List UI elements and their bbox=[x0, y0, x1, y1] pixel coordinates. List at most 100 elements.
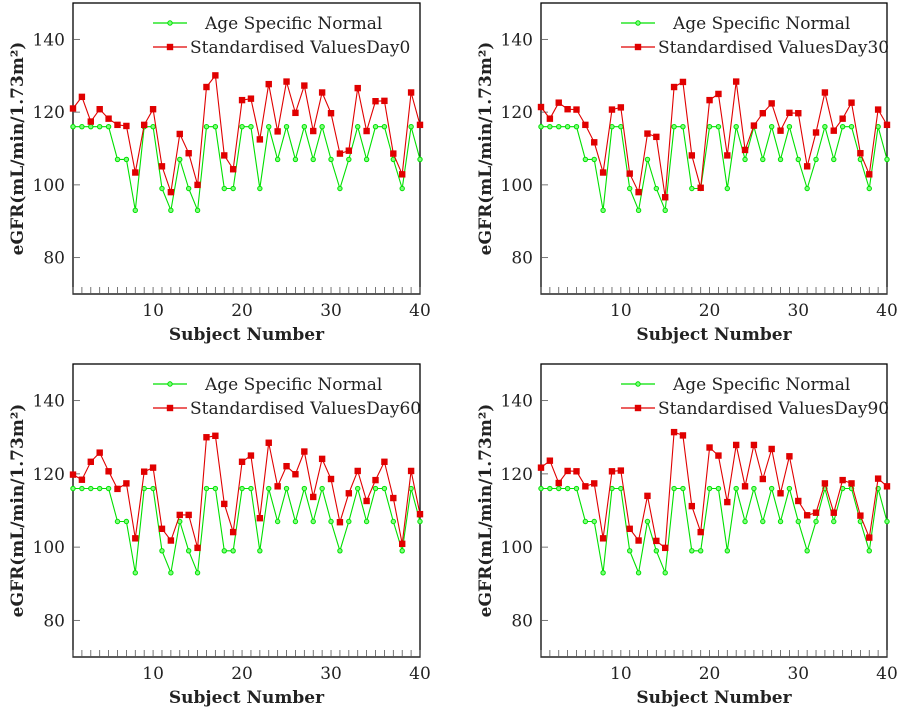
x-tick-label: 30 bbox=[787, 664, 809, 684]
x-tick-label: 10 bbox=[142, 301, 164, 321]
data-point bbox=[742, 156, 748, 163]
data-point bbox=[79, 123, 85, 130]
data-point bbox=[768, 100, 775, 107]
data-point bbox=[741, 146, 749, 154]
series-line bbox=[72, 73, 421, 193]
data-point bbox=[256, 514, 264, 522]
data-point bbox=[831, 518, 837, 525]
legend-label: Standardised ValuesDay90 bbox=[658, 399, 889, 419]
data-point bbox=[407, 467, 415, 475]
data-point bbox=[229, 166, 237, 173]
data-point bbox=[417, 156, 423, 163]
legend: Age Specific Normal Standardised ValuesDa… bbox=[621, 375, 889, 419]
data-point bbox=[185, 548, 192, 554]
data-point bbox=[884, 518, 890, 525]
data-point bbox=[248, 485, 254, 492]
data-point bbox=[221, 548, 227, 554]
legend-item: Age Specific Normal bbox=[153, 14, 382, 34]
data-point bbox=[283, 485, 290, 492]
x-tick-label: 40 bbox=[409, 301, 431, 321]
data-point bbox=[336, 150, 344, 157]
legend-item: Standardised ValuesDay90 bbox=[621, 399, 889, 419]
y-axis-title: eGFR(mL/min/1.73m²) bbox=[8, 42, 28, 256]
data-point bbox=[203, 485, 210, 492]
data-point bbox=[78, 93, 86, 101]
data-point bbox=[830, 509, 837, 516]
series-line bbox=[541, 486, 888, 575]
series-standardised-values bbox=[537, 428, 891, 552]
data-point bbox=[176, 511, 183, 519]
data-point bbox=[591, 156, 597, 163]
data-point bbox=[363, 497, 370, 505]
data-point bbox=[866, 185, 872, 192]
data-point bbox=[132, 570, 138, 576]
series-age-specific-normal bbox=[70, 123, 423, 214]
data-point bbox=[760, 156, 766, 163]
data-point bbox=[866, 171, 873, 178]
data-point bbox=[230, 185, 236, 192]
data-point bbox=[688, 152, 696, 159]
data-point bbox=[732, 441, 740, 449]
data-point bbox=[706, 96, 713, 104]
data-point bbox=[310, 127, 317, 135]
data-point bbox=[372, 98, 379, 105]
data-point bbox=[813, 518, 819, 525]
series-line bbox=[73, 124, 421, 213]
data-point bbox=[96, 123, 103, 130]
data-point bbox=[407, 89, 415, 96]
data-point bbox=[564, 485, 571, 492]
data-point bbox=[555, 99, 562, 106]
data-point bbox=[573, 485, 580, 492]
data-point bbox=[608, 106, 616, 113]
data-point bbox=[848, 480, 855, 487]
data-point bbox=[292, 109, 299, 117]
data-point bbox=[319, 485, 325, 492]
data-point bbox=[848, 123, 855, 130]
data-point bbox=[345, 490, 353, 497]
data-point bbox=[795, 518, 801, 525]
data-point bbox=[626, 525, 633, 533]
data-point bbox=[706, 444, 713, 451]
data-point bbox=[786, 485, 793, 492]
data-point bbox=[715, 123, 722, 130]
data-point bbox=[600, 570, 606, 576]
data-point bbox=[318, 89, 326, 96]
data-point bbox=[768, 123, 775, 130]
data-point bbox=[538, 123, 544, 130]
series-line bbox=[541, 124, 888, 213]
data-point bbox=[617, 104, 625, 111]
data-point bbox=[795, 497, 802, 505]
data-point bbox=[132, 207, 138, 214]
x-tick-label: 40 bbox=[876, 301, 898, 321]
data-point bbox=[537, 103, 545, 111]
data-point bbox=[96, 106, 103, 113]
x-tick-label: 20 bbox=[231, 664, 253, 684]
data-point bbox=[203, 434, 210, 441]
legend-marker-icon bbox=[634, 404, 642, 412]
legend-marker-icon bbox=[167, 20, 173, 26]
data-point bbox=[760, 518, 766, 525]
x-tick-label: 20 bbox=[699, 664, 721, 684]
chart-panel-1: 10 20 30 40 80 100 120 140 Subject Number eGFR(mL… bbox=[8, 2, 431, 345]
data-point bbox=[416, 510, 424, 518]
data-point bbox=[301, 485, 308, 492]
data-point bbox=[724, 498, 731, 506]
data-point bbox=[70, 485, 76, 492]
data-point bbox=[644, 156, 651, 163]
data-point bbox=[149, 464, 157, 471]
data-point bbox=[87, 118, 94, 125]
data-point bbox=[158, 525, 166, 533]
data-point bbox=[715, 452, 722, 459]
data-point bbox=[573, 468, 580, 475]
data-point bbox=[274, 518, 281, 525]
data-point bbox=[176, 130, 183, 138]
data-point bbox=[591, 139, 598, 146]
series-standardised-values bbox=[69, 432, 424, 552]
y-tick-label: 140 bbox=[501, 30, 533, 50]
data-point bbox=[114, 121, 121, 129]
x-tick-label: 10 bbox=[142, 664, 164, 684]
data-point bbox=[274, 128, 281, 135]
data-point bbox=[679, 432, 687, 439]
y-tick-label: 120 bbox=[33, 103, 65, 123]
data-point bbox=[680, 485, 686, 492]
